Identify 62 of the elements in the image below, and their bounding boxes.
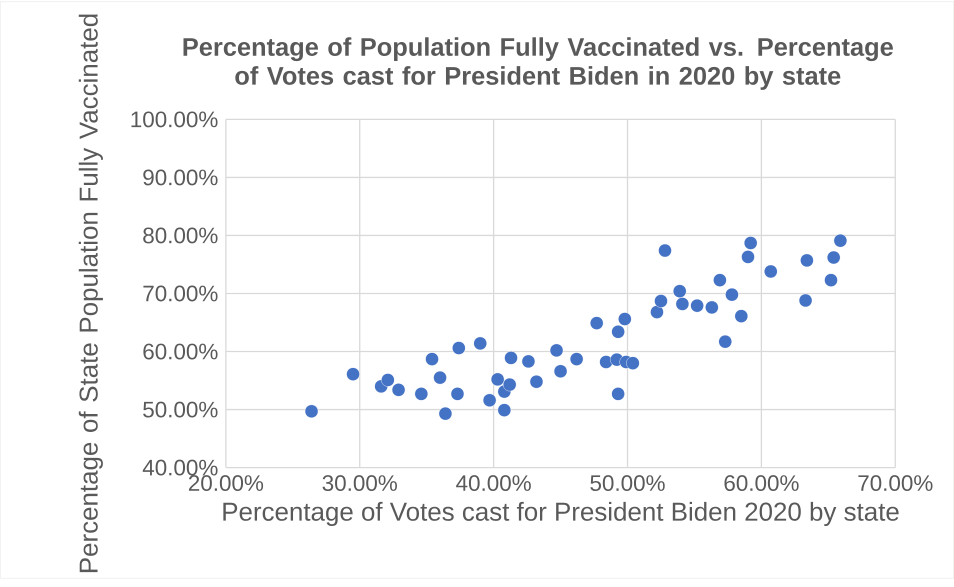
point	[482, 394, 496, 407]
point	[550, 344, 564, 358]
point	[504, 351, 518, 365]
point	[718, 334, 732, 348]
point	[590, 316, 604, 330]
point	[690, 298, 704, 312]
point	[826, 250, 840, 264]
point	[676, 297, 690, 311]
point	[414, 387, 428, 401]
point	[554, 364, 568, 378]
y-tick-label: 50.00%	[143, 402, 218, 418]
point	[611, 387, 625, 401]
point	[490, 372, 504, 386]
y-tick-label: 60.00%	[143, 344, 218, 360]
point	[800, 254, 814, 268]
x-tick-label: 40.00%	[456, 475, 531, 492]
y-tick-label: 80.00%	[143, 228, 218, 244]
point	[741, 250, 755, 264]
point	[452, 341, 466, 355]
x-axis-title: Percentage of Votes cast for President Biden 2020 by state	[223, 502, 899, 526]
point	[611, 325, 625, 339]
point	[474, 336, 487, 350]
y-tick-label: 70.00%	[143, 286, 218, 302]
point	[618, 312, 632, 326]
point	[346, 367, 360, 381]
point	[654, 294, 668, 308]
point	[522, 354, 536, 368]
point	[392, 383, 406, 397]
point	[713, 273, 727, 287]
x-tick-label: 70.00%	[858, 475, 933, 492]
point	[834, 234, 848, 248]
point	[744, 236, 758, 250]
point	[304, 404, 318, 418]
point	[530, 375, 544, 388]
point	[798, 294, 812, 308]
point	[824, 273, 838, 287]
point	[725, 288, 739, 302]
chart-title: Percentage of Population Fully Vaccinated vs. Percentage of Votes cast for President Biden in 2020 by state	[184, 37, 893, 90]
point	[381, 373, 395, 387]
point	[658, 244, 672, 258]
point	[734, 309, 748, 323]
point	[502, 378, 516, 392]
x-tick-label: 50.00%	[590, 475, 665, 492]
point	[764, 264, 778, 278]
y-tick-label: 100.00%	[131, 111, 218, 128]
point	[626, 356, 640, 370]
point	[650, 305, 664, 319]
point	[705, 300, 719, 314]
point	[438, 406, 452, 420]
point	[425, 352, 439, 366]
x-tick-label: 60.00%	[724, 475, 799, 492]
x-tick-label: 30.00%	[322, 475, 397, 492]
point	[498, 403, 512, 417]
point	[433, 370, 447, 384]
point	[673, 284, 686, 298]
y-tick-label: 40.00%	[142, 460, 218, 476]
point	[599, 355, 613, 369]
y-axis-title: Percentage of State Population Fully Vaccinated	[78, 14, 103, 572]
x-tick-label: 20.00%	[188, 475, 264, 492]
y-tick-label: 90.00%	[143, 169, 218, 186]
point	[570, 352, 584, 366]
point	[450, 387, 464, 401]
